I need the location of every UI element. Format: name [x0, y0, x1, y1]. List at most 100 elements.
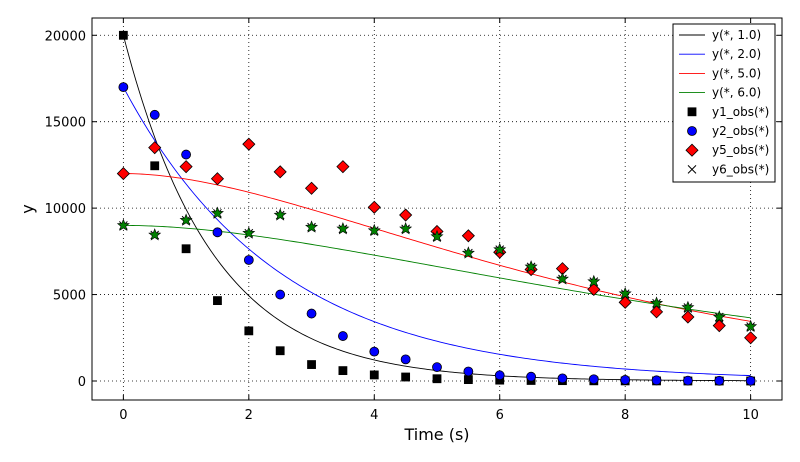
y-tick-label: 5000	[53, 289, 86, 304]
observed-point	[304, 181, 319, 195]
x-tick-label: 10	[742, 408, 759, 423]
x-tick-label: 0	[119, 408, 127, 423]
legend-entry-label: y1_obs(*)	[712, 105, 769, 119]
observed-point	[651, 375, 662, 386]
star-point	[650, 296, 664, 309]
observed-point	[118, 30, 128, 40]
star-point	[461, 246, 475, 259]
observed-point	[463, 375, 473, 385]
observed-point	[432, 362, 442, 373]
observed-point	[338, 331, 348, 341]
legend-marker-swatch	[687, 165, 697, 174]
star-point	[179, 213, 193, 226]
observed-point	[745, 375, 756, 386]
y-tick-label: 10000	[45, 202, 86, 217]
x-tick-label: 8	[621, 408, 629, 423]
legend-marker-swatch	[687, 126, 697, 136]
legend-entry-label: y6_obs(*)	[712, 162, 769, 176]
star-point	[430, 229, 444, 243]
observed-point	[150, 161, 160, 171]
observed-point	[400, 354, 411, 365]
legend-marker-swatch	[685, 143, 699, 157]
observed-point	[618, 295, 632, 309]
observed-point	[149, 109, 160, 120]
observed-point	[712, 319, 726, 333]
observed-point	[275, 346, 285, 356]
observed-point	[307, 360, 316, 369]
legend-entry-label: y(*, 1.0)	[712, 28, 761, 42]
observed-point	[588, 374, 599, 385]
observed-point	[401, 372, 411, 382]
observed-point	[526, 371, 536, 382]
x-tick-label: 4	[370, 408, 378, 423]
observed-point	[244, 326, 254, 336]
observed-point	[181, 244, 191, 254]
star-point	[242, 226, 256, 239]
star-point	[618, 286, 632, 300]
legend-entry-label: y(*, 2.0)	[712, 47, 761, 61]
legend-entry-label: y(*, 5.0)	[712, 66, 761, 80]
star-point	[681, 300, 695, 314]
observed-point	[494, 370, 505, 381]
observed-point	[181, 149, 191, 160]
observed-point	[116, 166, 130, 181]
observed-markers	[116, 30, 758, 386]
y-tick-label: 0	[78, 375, 86, 390]
star-point	[524, 260, 538, 273]
star-point	[210, 206, 224, 219]
star-point	[148, 228, 162, 241]
y-axis-label: y	[18, 204, 37, 213]
observed-point	[148, 141, 162, 155]
observed-point	[367, 200, 381, 214]
observed-point	[557, 373, 568, 384]
observed-point	[369, 346, 380, 357]
legend-entry-label: y2_obs(*)	[712, 124, 769, 138]
observed-point	[744, 331, 758, 345]
observed-point	[179, 160, 193, 174]
observed-point	[213, 296, 222, 306]
star-point	[116, 218, 130, 231]
plot-frame	[91, 17, 783, 401]
observed-point	[649, 305, 664, 319]
star-point	[493, 242, 507, 256]
x-tick-label: 6	[496, 408, 504, 423]
observed-point	[620, 375, 631, 385]
axis-ticks: 0 2 4 6 8 10 0 5000 10000 15000 20000	[45, 18, 782, 423]
star-point	[712, 310, 726, 323]
observed-point	[399, 208, 413, 222]
legend-marker-swatch	[687, 107, 697, 117]
star-point	[336, 222, 350, 235]
observed-point	[210, 172, 225, 186]
star-point	[587, 274, 601, 288]
model-curve-line	[123, 173, 751, 322]
y-tick-label: 15000	[45, 116, 86, 131]
observed-point	[243, 255, 254, 265]
observed-point	[369, 370, 379, 380]
star-point	[555, 272, 569, 285]
observed-point	[242, 137, 256, 151]
observed-point	[118, 82, 129, 93]
x-axis-label: Time (s)	[403, 425, 469, 444]
star-point	[744, 319, 758, 333]
observed-point	[212, 227, 223, 238]
observed-point	[338, 366, 348, 376]
star-point	[367, 223, 381, 237]
legend-entry-label: y(*, 6.0)	[712, 86, 761, 100]
observed-point	[273, 165, 287, 179]
observed-point	[275, 289, 286, 300]
observed-point	[714, 375, 725, 386]
star-point	[305, 220, 319, 233]
legend-box	[672, 23, 776, 183]
model-curve-line	[123, 224, 751, 319]
observed-point	[336, 160, 350, 174]
legend: y(*, 1.0) y(*, 2.0) y(*, 5.0) y(*, 6.0) y1_o…	[672, 23, 776, 183]
observed-point	[463, 366, 474, 377]
star-point	[273, 208, 287, 221]
y-tick-label: 20000	[45, 29, 86, 44]
observed-point	[306, 308, 317, 319]
observed-point	[683, 375, 693, 386]
observed-point	[432, 374, 442, 384]
legend-entry-label: y5_obs(*)	[712, 143, 769, 157]
x-tick-label: 2	[245, 408, 253, 423]
